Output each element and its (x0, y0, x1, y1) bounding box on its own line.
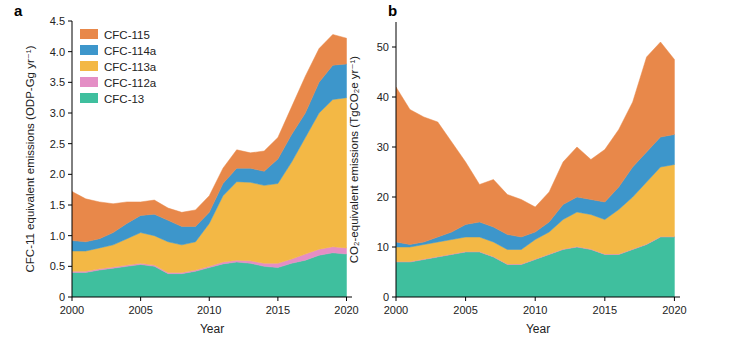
y-axis-line (72, 21, 73, 297)
figure: 00.51.01.52.02.53.03.54.04.5200020052010… (0, 0, 754, 343)
x-tick (465, 297, 466, 301)
x-tick-label: 2000 (384, 304, 408, 316)
y-axis-label: CFC-11 equivalent emissions (ODP-Gg yr⁻¹… (24, 45, 36, 272)
y-tick-label: 2.5 (50, 138, 65, 150)
areas (396, 42, 674, 297)
y-tick-label: 50 (377, 41, 389, 53)
y-tick (68, 143, 72, 144)
x-tick (535, 297, 536, 301)
y-tick-label: 40 (377, 91, 389, 103)
x-tick-label: 2000 (60, 304, 84, 316)
x-tick (396, 297, 397, 301)
x-tick (72, 297, 73, 301)
y-tick (68, 297, 72, 298)
y-tick-label: 0.5 (50, 260, 65, 272)
y-tick (68, 113, 72, 114)
y-tick-label: 4.0 (50, 46, 65, 58)
x-tick-label: 2015 (593, 304, 617, 316)
y-tick (68, 21, 72, 22)
y-tick-label: 1.0 (50, 230, 65, 242)
y-tick (392, 297, 396, 298)
legend-swatch (80, 45, 98, 55)
legend-swatch (80, 61, 98, 71)
y-tick-label: 10 (377, 241, 389, 253)
y-tick-label: 0 (383, 291, 389, 303)
x-tick-label: 2005 (453, 304, 477, 316)
x-tick (209, 297, 210, 301)
y-tick (392, 47, 396, 48)
panel-label: b (388, 2, 397, 19)
x-tick-label: 2020 (334, 304, 358, 316)
x-tick (346, 297, 347, 301)
y-tick (68, 235, 72, 236)
legend-swatch (80, 29, 98, 39)
y-tick-label: 1.5 (50, 199, 65, 211)
x-tick (140, 297, 141, 301)
panel: 0 0.5 1.0 1.5 2.0 2.5 3.0 3.5 4.0 4.5 2000 2005 2010… (14, 2, 359, 336)
y-tick-label: 30 (377, 141, 389, 153)
y-tick (392, 247, 396, 248)
y-axis-line (396, 22, 397, 297)
x-tick (277, 297, 278, 301)
y-tick (392, 97, 396, 98)
y-tick-label: 3.0 (50, 107, 65, 119)
x-axis-line (396, 297, 680, 298)
x-axis-line (72, 297, 352, 298)
x-axis-label: Year (526, 322, 550, 336)
legend: CFC-115 CFC-114a CFC-113a CFC-112a CFC-13 (80, 29, 157, 105)
legend-label: CFC-115 (104, 29, 150, 41)
y-tick-label: 3.5 (50, 76, 65, 88)
x-tick (604, 297, 605, 301)
legend-swatch (80, 93, 98, 103)
y-tick (68, 266, 72, 267)
y-tick (392, 197, 396, 198)
x-tick-label: 2020 (662, 304, 686, 316)
legend-label: CFC-112a (104, 77, 157, 89)
y-tick (68, 205, 72, 206)
x-tick (674, 297, 675, 301)
area (72, 34, 347, 241)
y-tick (68, 82, 72, 83)
x-axis-label: Year (200, 322, 224, 336)
legend-label: CFC-114a (104, 45, 157, 57)
y-tick (68, 51, 72, 52)
y-tick-label: 2.0 (50, 168, 65, 180)
x-tick-label: 2015 (266, 304, 290, 316)
y-tick-label: 4.5 (50, 15, 65, 27)
x-tick-label: 2010 (523, 304, 547, 316)
panel: 0 10 20 30 40 50 2000 2005 2010 2015 2020 Year CO₂-e… (348, 2, 687, 336)
y-tick-label: 0 (59, 291, 65, 303)
panel-label: a (14, 2, 23, 19)
areas (72, 34, 347, 297)
legend-label: CFC-13 (104, 93, 144, 105)
y-tick-label: 20 (377, 191, 389, 203)
y-axis-label: CO₂-equivalent emissions (TgCO₂e yr⁻¹) (348, 56, 360, 264)
legend-swatch (80, 77, 98, 87)
x-tick-label: 2010 (197, 304, 221, 316)
x-tick-label: 2005 (128, 304, 152, 316)
area (396, 42, 674, 245)
legend-label: CFC-113a (104, 61, 157, 73)
y-tick (392, 147, 396, 148)
y-tick (68, 174, 72, 175)
